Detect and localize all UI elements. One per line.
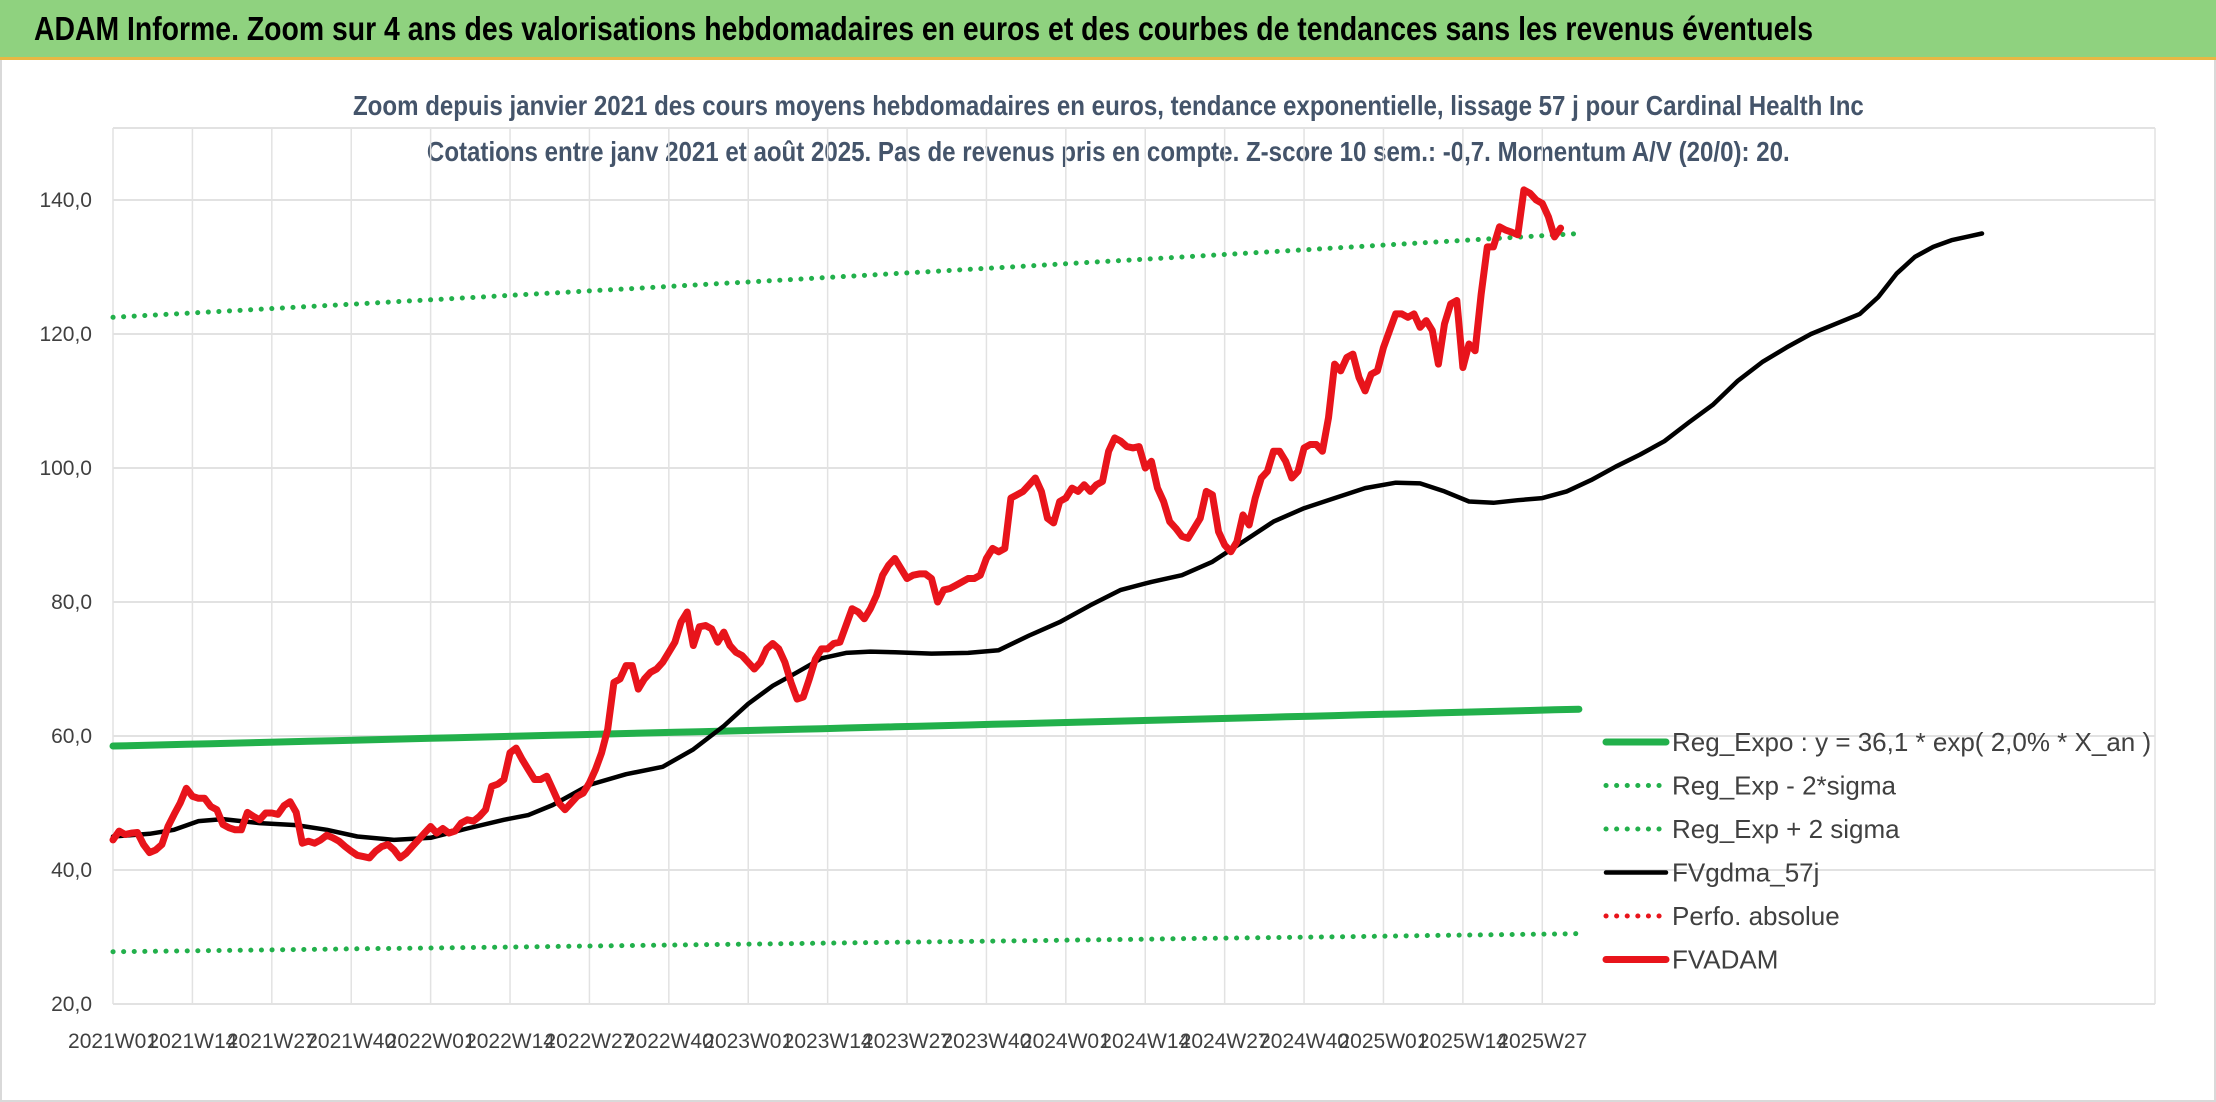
x-tick-label: 2025W01 xyxy=(1339,1030,1429,1053)
x-tick-label: 2021W01 xyxy=(68,1030,158,1053)
chart-title-text: Zoom depuis janvier 2021 des cours moyen… xyxy=(352,90,1864,121)
x-tick-label: 2024W01 xyxy=(1021,1030,1111,1053)
x-tick-label: 2025W27 xyxy=(1497,1030,1587,1053)
x-tick-label: 2023W01 xyxy=(703,1030,793,1053)
legend-label-5: FVADAM xyxy=(1672,945,1778,975)
y-tick-label: 60,0 xyxy=(51,725,92,748)
chart-series xyxy=(109,186,1985,955)
legend-label-0: Reg_Expo : y = 36,1 * exp( 2,0% * X_an ) xyxy=(1672,727,2151,757)
x-tick-label: 2025W14 xyxy=(1418,1030,1508,1053)
x-tick-label: 2022W27 xyxy=(544,1030,634,1053)
y-axis-ticks: 20,0 40,0 60,0 80,0 100,0 120,0 140,0 xyxy=(39,189,92,1016)
chart-title: Zoom depuis janvier 2021 des cours moyen… xyxy=(0,90,2216,122)
series-line-3 xyxy=(110,231,1985,843)
legend-label-2: Reg_Exp + 2 sigma xyxy=(1672,814,1900,844)
legend-label-4: Perfo. absolue xyxy=(1672,901,1840,931)
x-tick-label: 2021W27 xyxy=(227,1030,317,1053)
x-tick-label: 2023W14 xyxy=(783,1030,873,1053)
x-tick-label: 2022W01 xyxy=(386,1030,476,1053)
x-tick-label: 2024W14 xyxy=(1100,1030,1190,1053)
y-tick-label: 100,0 xyxy=(39,457,92,480)
series-line-5 xyxy=(109,186,1565,862)
x-tick-label: 2024W40 xyxy=(1259,1030,1349,1053)
series-line-1 xyxy=(110,931,1582,955)
legend-label-3: FVgdma_57j xyxy=(1672,858,1819,888)
x-tick-label: 2021W40 xyxy=(306,1030,396,1053)
title-banner: ADAM Informe. Zoom sur 4 ans des valoris… xyxy=(0,0,2216,60)
x-tick-label: 2023W27 xyxy=(862,1030,952,1053)
chart-frame xyxy=(0,60,2216,1102)
chart-grid xyxy=(112,127,2156,1005)
chart-subtitle-text: Cotations entre janv 2021 et août 2025. … xyxy=(426,136,1790,167)
x-tick-label: 2022W40 xyxy=(624,1030,714,1053)
chart-subtitle: Cotations entre janv 2021 et août 2025. … xyxy=(0,136,2216,168)
y-tick-label: 80,0 xyxy=(51,591,92,614)
legend-label-1: Reg_Exp - 2*sigma xyxy=(1672,771,1897,801)
x-tick-label: 2024W27 xyxy=(1180,1030,1270,1053)
y-tick-label: 40,0 xyxy=(51,859,92,882)
x-axis-ticks: 2021W012021W142021W272021W402022W012022W… xyxy=(68,1030,1587,1053)
x-tick-label: 2022W14 xyxy=(465,1030,555,1053)
series-line-2 xyxy=(110,231,1582,320)
chart-legend: Reg_Expo : y = 36,1 * exp( 2,0% * X_an )… xyxy=(1602,727,2151,975)
y-tick-label: 140,0 xyxy=(39,189,92,212)
y-tick-label: 120,0 xyxy=(39,323,92,346)
series-line-0 xyxy=(109,705,1583,750)
x-tick-label: 2021W14 xyxy=(147,1030,237,1053)
banner-title: ADAM Informe. Zoom sur 4 ans des valoris… xyxy=(34,10,1814,47)
y-tick-label: 20,0 xyxy=(51,993,92,1016)
x-tick-label: 2023W40 xyxy=(941,1030,1031,1053)
